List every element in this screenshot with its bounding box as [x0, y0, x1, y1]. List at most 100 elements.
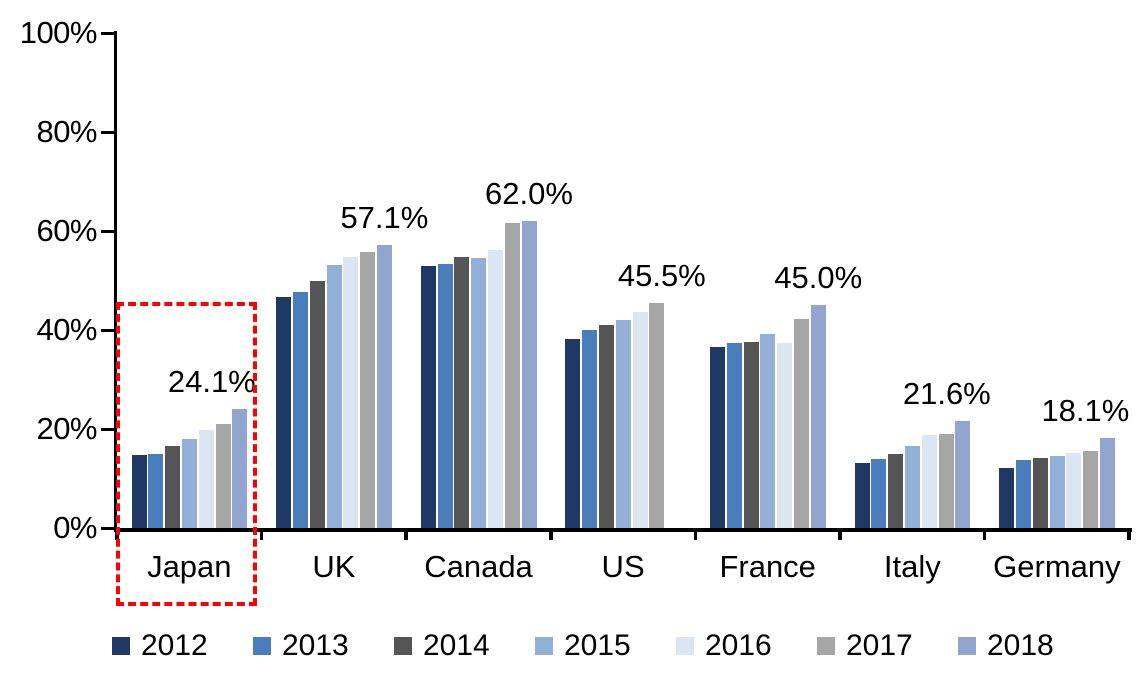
bar-canada-2012: [420, 266, 436, 528]
legend-label-2017: 2017: [846, 629, 913, 662]
legend-item-2012: 2012: [112, 629, 210, 663]
bar-italy-2018: [955, 421, 971, 528]
bar-uk-2015: [326, 264, 342, 528]
data-label-italy: 21.6%: [902, 376, 991, 412]
x-tick: [549, 530, 553, 540]
y-axis-line: [113, 31, 117, 532]
bar-us-2015: [615, 320, 631, 528]
y-axis-tick-label: 60%: [36, 213, 97, 248]
bar-france-2014: [743, 342, 759, 528]
legend-swatch-2013: [253, 637, 271, 655]
data-label-us: 45.5%: [617, 257, 706, 293]
bar-uk-2017: [360, 251, 376, 528]
category-label-uk: UK: [312, 549, 356, 584]
y-tick: [101, 130, 114, 134]
legend-label-2013: 2013: [282, 629, 349, 662]
bar-germany-2015: [1049, 456, 1065, 528]
data-label-france: 45.0%: [774, 260, 863, 296]
bar-italy-2016: [921, 435, 937, 528]
legend-item-2013: 2013: [253, 629, 351, 663]
legend-label-2012: 2012: [141, 629, 208, 662]
bar-uk-2016: [343, 256, 359, 528]
bar-germany-2014: [1032, 457, 1048, 528]
bar-canada-2014: [454, 256, 470, 528]
legend-item-2018: 2018: [958, 629, 1056, 663]
legend-item-2017: 2017: [817, 629, 915, 663]
bar-france-2013: [726, 342, 742, 528]
legend-item-2015: 2015: [535, 629, 633, 663]
bar-france-2017: [793, 319, 809, 528]
legend-swatch-2017: [817, 637, 835, 655]
bar-us-2013: [582, 330, 598, 528]
x-tick: [982, 530, 987, 540]
y-axis-tick-label: 20%: [36, 411, 97, 446]
legend-item-2014: 2014: [394, 629, 492, 663]
y-axis-tick-label: 100%: [19, 15, 98, 50]
data-label-germany: 18.1%: [1041, 393, 1130, 429]
data-label-japan: 24.1%: [167, 363, 256, 399]
legend-label-2018: 2018: [987, 629, 1054, 662]
bar-germany-2016: [1066, 452, 1082, 528]
y-tick: [101, 328, 114, 332]
bar-us-2014: [598, 325, 614, 528]
legend-swatch-2012: [112, 637, 130, 655]
legend-label-2016: 2016: [705, 629, 772, 662]
x-tick: [693, 530, 698, 540]
y-tick: [101, 526, 114, 530]
bar-germany-2017: [1083, 450, 1099, 528]
bar-japan-2014: [165, 446, 181, 528]
legend-swatch-2015: [535, 637, 553, 655]
bar-italy-2014: [888, 453, 904, 528]
bar-germany-2013: [1015, 460, 1031, 528]
legend-swatch-2018: [958, 637, 976, 655]
x-axis-line: [113, 528, 1132, 532]
data-label-uk: 57.1%: [340, 200, 429, 236]
bar-canada-2016: [487, 249, 503, 528]
x-tick: [1127, 530, 1131, 540]
bar-uk-2014: [309, 281, 325, 528]
bar-uk-2013: [292, 292, 308, 528]
bar-canada-2015: [471, 257, 487, 528]
bar-france-2015: [760, 334, 776, 528]
bar-canada-2018: [521, 221, 537, 528]
legend: 2012 2013 2014 2015 2016 2017 2018: [112, 629, 1056, 663]
category-label-us: US: [601, 549, 645, 584]
bar-italy-2017: [938, 434, 954, 528]
legend-swatch-2014: [394, 637, 412, 655]
bar-us-2017: [649, 302, 665, 528]
bar-uk-2012: [276, 297, 292, 528]
legend-swatch-2016: [676, 637, 694, 655]
bar-us-2016: [632, 312, 648, 528]
category-label-japan: Japan: [147, 549, 232, 584]
legend-label-2014: 2014: [423, 629, 490, 662]
bar-canada-2013: [437, 264, 453, 528]
bar-italy-2013: [871, 459, 887, 528]
bar-us-2012: [565, 338, 581, 528]
bar-japan-2015: [181, 438, 197, 528]
bar-germany-2012: [999, 467, 1015, 528]
bar-uk-2018: [376, 245, 392, 528]
bar-canada-2017: [504, 223, 520, 528]
legend-item-2016: 2016: [676, 629, 774, 663]
y-axis-tick-label: 40%: [36, 312, 97, 347]
legend-label-2015: 2015: [564, 629, 631, 662]
bar-france-2018: [810, 305, 826, 528]
bar-france-2016: [777, 343, 793, 528]
bar-japan-2012: [131, 454, 147, 528]
y-axis-tick-label: 80%: [36, 114, 97, 149]
bar-france-2012: [709, 347, 725, 528]
category-label-germany: Germany: [993, 549, 1121, 584]
data-label-canada: 62.0%: [485, 176, 573, 212]
bar-japan-2018: [232, 408, 248, 528]
bar-germany-2018: [1099, 438, 1115, 528]
bar-italy-2015: [904, 445, 920, 528]
bar-japan-2013: [148, 453, 164, 528]
bar-italy-2012: [854, 463, 870, 528]
category-label-italy: Italy: [883, 549, 941, 584]
x-tick: [404, 530, 408, 540]
bar-japan-2017: [215, 424, 231, 528]
y-tick: [101, 31, 114, 35]
x-tick: [838, 530, 842, 540]
y-tick: [101, 427, 114, 431]
